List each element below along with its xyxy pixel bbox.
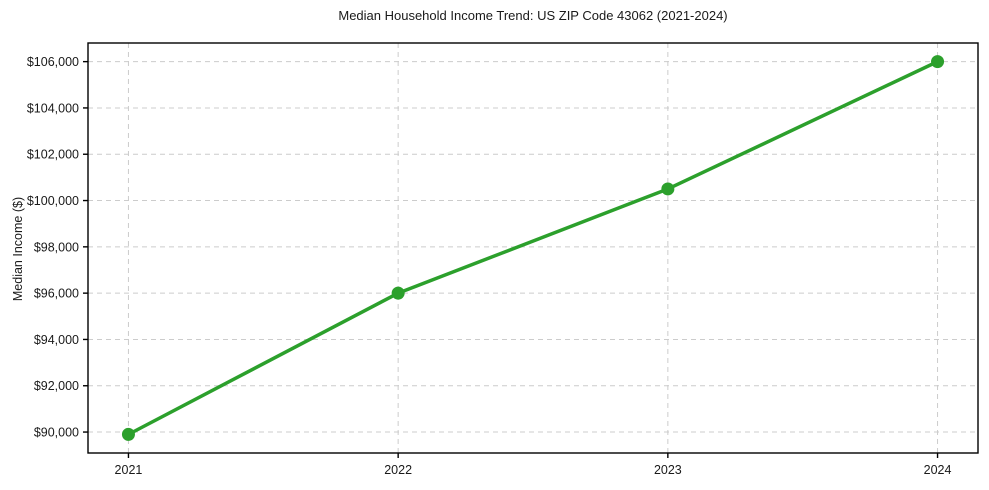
y-tick-label: $102,000 (27, 148, 79, 162)
data-point-2022 (391, 286, 405, 300)
income-trend-line (126, 59, 940, 437)
y-tick-label: $90,000 (34, 426, 79, 440)
y-tick-label: $98,000 (34, 240, 79, 254)
chart-title: Median Household Income Trend: US ZIP Co… (338, 8, 728, 23)
y-tick-label: $92,000 (34, 379, 79, 393)
y-tick-label: $104,000 (27, 101, 79, 115)
y-tick-label: $96,000 (34, 287, 79, 301)
y-tick-label: $94,000 (34, 333, 79, 347)
data-point-2024 (931, 55, 945, 69)
x-tick-label: 2022 (384, 463, 412, 477)
y-tick-label: $100,000 (27, 194, 79, 208)
plot-border (87, 42, 979, 454)
x-tick-label: 2021 (115, 463, 143, 477)
x-tick-label: 2023 (654, 463, 682, 477)
data-point-2023 (661, 182, 675, 196)
y-tick-label: $106,000 (27, 55, 79, 69)
x-tick-label: 2024 (924, 463, 952, 477)
data-point-2021 (121, 427, 135, 441)
